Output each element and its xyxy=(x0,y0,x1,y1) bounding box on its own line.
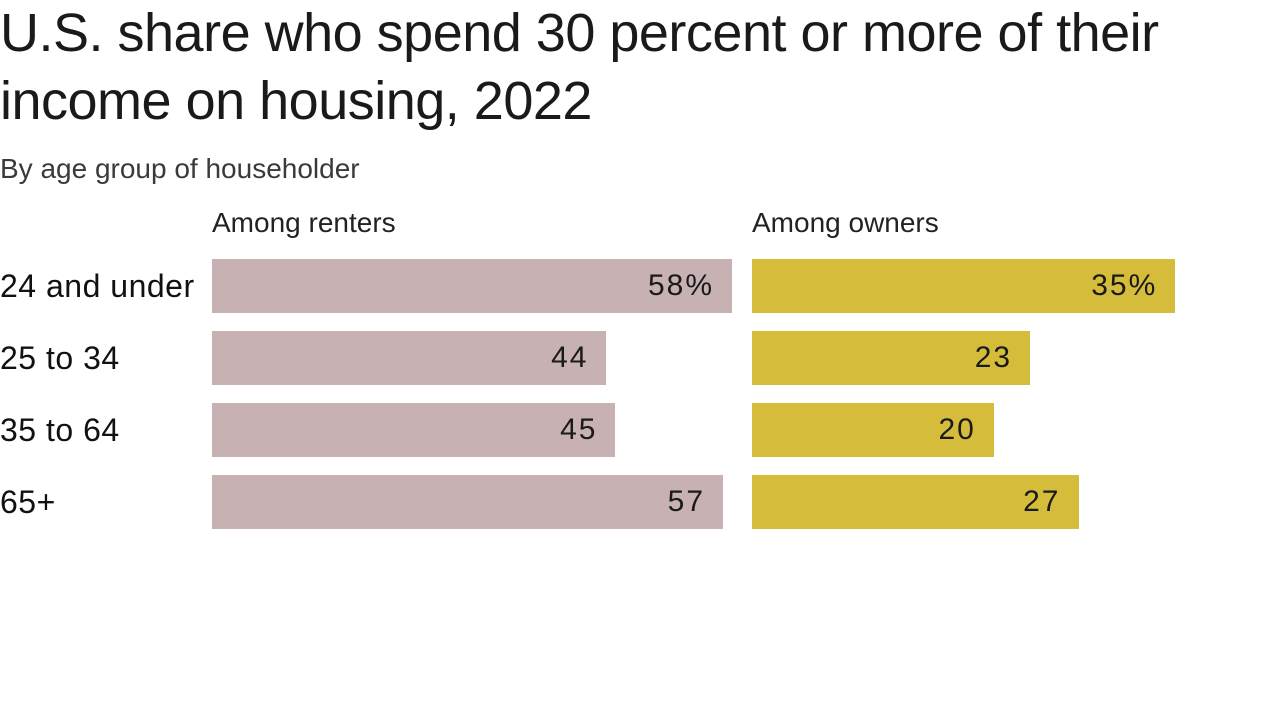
bar-value: 20 xyxy=(752,403,994,457)
row-label: 24 and under xyxy=(0,268,212,305)
bar-value-label: 27 xyxy=(1023,485,1060,519)
bar-value: 44 xyxy=(212,331,606,385)
column-header-renters: Among renters xyxy=(212,207,732,241)
bar-renters: 45 xyxy=(212,403,732,457)
bar-value-label: 57 xyxy=(668,485,705,519)
bar-value-label: 20 xyxy=(938,413,975,447)
row-label: 65+ xyxy=(0,484,212,521)
bar-owners: 20 xyxy=(752,403,1272,457)
bar-renters: 57 xyxy=(212,475,732,529)
bar-value-label: 45 xyxy=(560,413,597,447)
column-header-owners: Among owners xyxy=(752,207,1272,241)
bar-value-label: 35% xyxy=(1091,269,1157,303)
bar-value: 35% xyxy=(752,259,1175,313)
bar-owners: 27 xyxy=(752,475,1272,529)
row-label: 25 to 34 xyxy=(0,340,212,377)
bar-value-label: 58% xyxy=(648,269,714,303)
row-label: 35 to 64 xyxy=(0,412,212,449)
bar-value: 45 xyxy=(212,403,615,457)
bar-renters: 44 xyxy=(212,331,732,385)
bar-value: 57 xyxy=(212,475,723,529)
bar-value: 23 xyxy=(752,331,1030,385)
bar-chart: Among renters Among owners 24 and under … xyxy=(0,207,1280,529)
bar-value: 27 xyxy=(752,475,1079,529)
bar-value-label: 44 xyxy=(551,341,588,375)
bar-value-label: 23 xyxy=(975,341,1012,375)
bar-renters: 58% xyxy=(212,259,732,313)
chart-title: U.S. share who spend 30 percent or more … xyxy=(0,0,1280,135)
bar-owners: 35% xyxy=(752,259,1272,313)
chart-subtitle: By age group of householder xyxy=(0,153,1280,185)
bar-value: 58% xyxy=(212,259,732,313)
bar-owners: 23 xyxy=(752,331,1272,385)
